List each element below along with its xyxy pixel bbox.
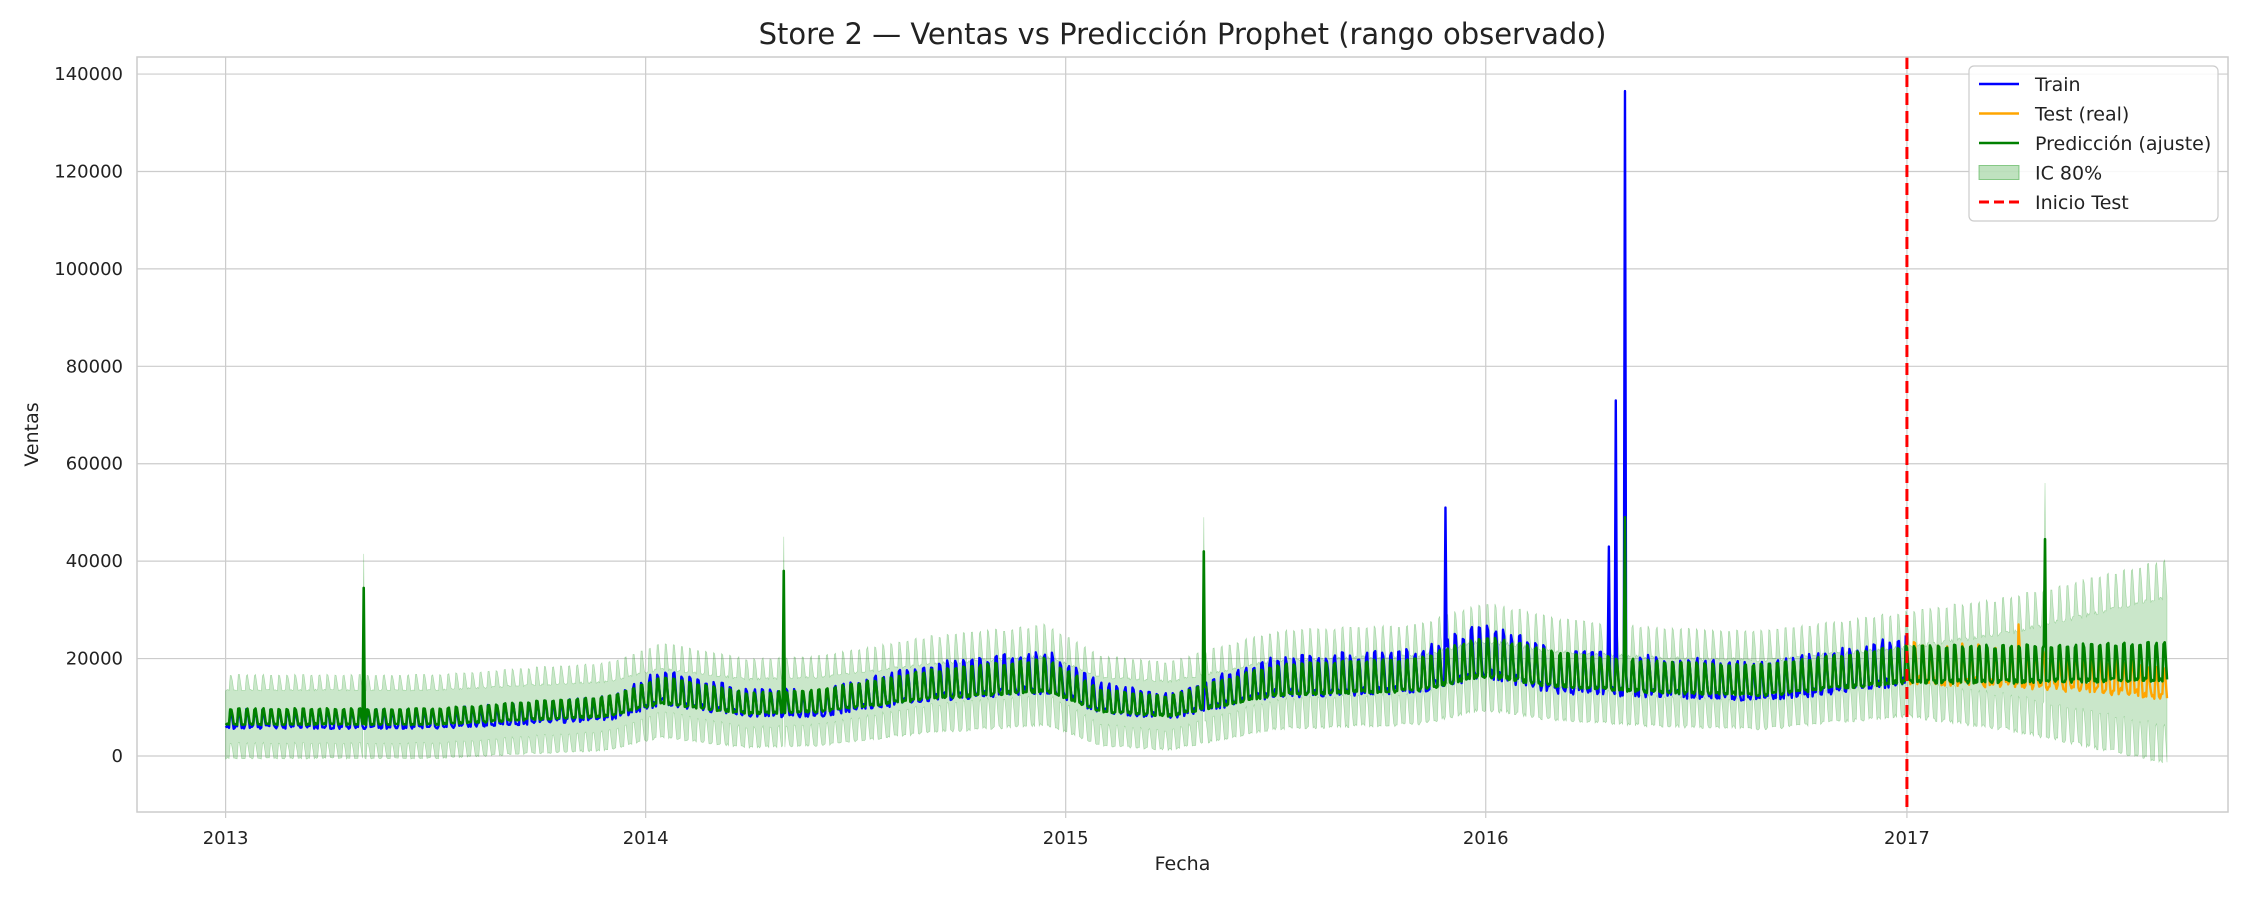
legend-label: Train <box>2034 74 2081 96</box>
x-tick-label: 2016 <box>1463 828 1509 849</box>
y-tick-label: 140000 <box>54 64 123 85</box>
y-tick-label: 80000 <box>66 356 123 377</box>
y-tick-label: 0 <box>112 746 123 767</box>
legend-label: IC 80% <box>2035 163 2102 185</box>
legend-label: Test (real) <box>2034 104 2129 126</box>
legend-label: Predicción (ajuste) <box>2035 133 2211 155</box>
x-tick-label: 2017 <box>1884 828 1930 849</box>
grid <box>137 57 2228 812</box>
x-axis-ticks: 2013 2014 2015 2016 2017 <box>203 812 1930 849</box>
y-tick-label: 100000 <box>54 259 123 280</box>
y-tick-label: 40000 <box>66 551 123 572</box>
x-tick-label: 2015 <box>1043 828 1089 849</box>
axes-frame <box>136 56 2229 813</box>
plot-frame <box>136 56 2229 813</box>
y-tick-label: 60000 <box>66 454 123 475</box>
x-tick-label: 2013 <box>203 828 249 849</box>
chart-title: Store 2 — Ventas vs Predicción Prophet (… <box>759 17 1607 51</box>
legend-swatch <box>1978 165 2020 180</box>
y-tick-label: 120000 <box>54 161 123 182</box>
series-line-prediction <box>224 516 2169 727</box>
x-axis-label: Fecha <box>1155 853 1211 875</box>
legend-label: Inicio Test <box>2035 192 2129 214</box>
y-axis-ticks: 0 20000 40000 60000 80000 100000 120000 140000 <box>54 64 123 767</box>
confidence-band <box>225 482 2168 764</box>
x-tick-label: 2014 <box>623 828 669 849</box>
y-axis-label: Ventas <box>21 402 43 466</box>
legend-box <box>1968 65 2219 222</box>
legend: Train Test (real) Predicción (ajuste) IC 80… <box>1968 65 2219 222</box>
y-tick-label: 20000 <box>66 649 123 670</box>
plot-area <box>224 57 2169 812</box>
